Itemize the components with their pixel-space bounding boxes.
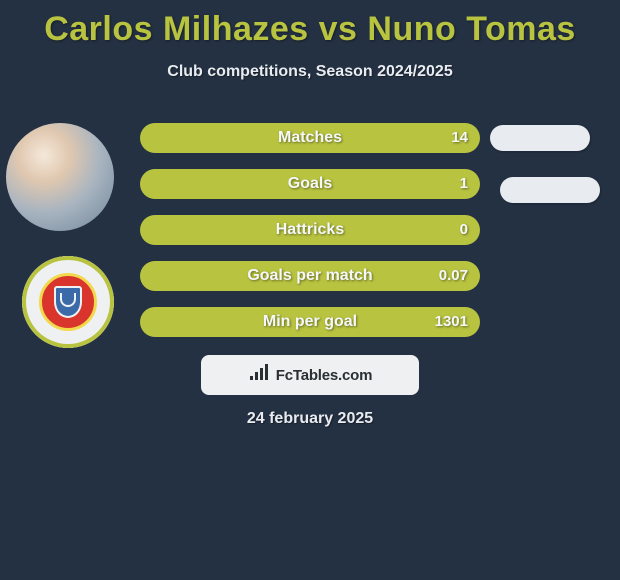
stat-bar-goals-per-match: Goals per match 0.07	[140, 261, 480, 291]
stat-value-left: 14	[451, 123, 468, 153]
stat-label: Hattricks	[140, 215, 480, 245]
stat-value-left: 0.07	[439, 261, 468, 291]
stat-bar-hattricks: Hattricks 0	[140, 215, 480, 245]
stat-right-pill	[490, 125, 590, 151]
page-title: Carlos Milhazes vs Nuno Tomas	[0, 0, 620, 49]
stat-label: Goals	[140, 169, 480, 199]
anchor-shield-icon	[54, 286, 82, 318]
stat-value-left: 1	[460, 169, 468, 199]
club-badge	[22, 256, 114, 348]
date-label: 24 february 2025	[0, 410, 620, 428]
stat-bar-matches: Matches 14	[140, 123, 480, 153]
brand-label: FcTables.com	[276, 367, 373, 384]
stat-value-left: 0	[460, 215, 468, 245]
bars-icon	[248, 364, 270, 387]
brand-pill: FcTables.com	[201, 355, 419, 395]
stat-bar-min-per-goal: Min per goal 1301	[140, 307, 480, 337]
stat-right-pill	[500, 177, 600, 203]
stat-label: Matches	[140, 123, 480, 153]
stat-bar-goals: Goals 1	[140, 169, 480, 199]
player-avatar	[6, 123, 114, 231]
page-subtitle: Club competitions, Season 2024/2025	[0, 63, 620, 81]
stat-label: Min per goal	[140, 307, 480, 337]
club-badge-inner	[39, 273, 97, 331]
stat-value-left: 1301	[435, 307, 468, 337]
stat-label: Goals per match	[140, 261, 480, 291]
